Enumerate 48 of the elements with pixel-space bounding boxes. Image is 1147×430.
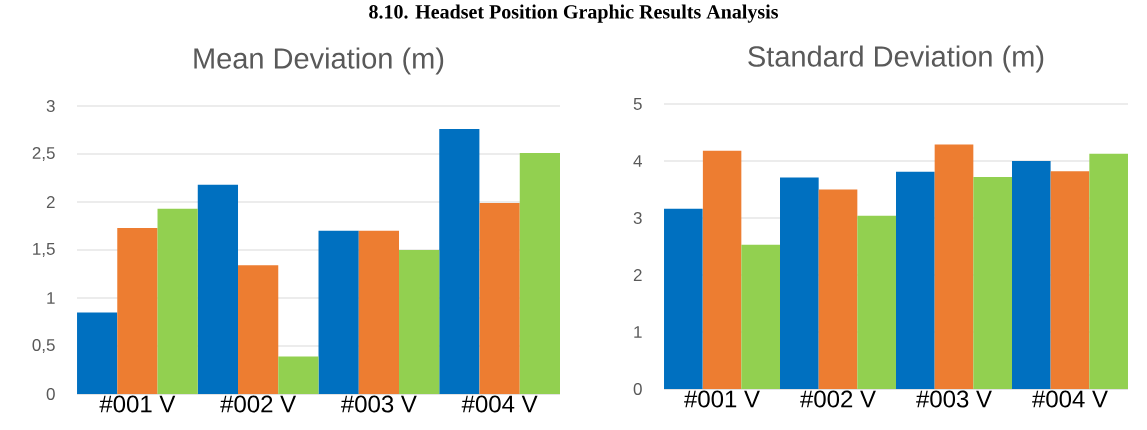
bar: [278, 356, 319, 394]
bar: [157, 208, 198, 394]
bar: [702, 150, 742, 389]
bar: [934, 144, 974, 389]
bar: [857, 215, 896, 389]
x-tick-label: #003 V: [916, 390, 992, 408]
x-tick-label: #003 V: [340, 395, 417, 413]
bar: [318, 230, 359, 394]
y-tick-label: 0,5: [32, 338, 55, 354]
y-tick-label: 2: [46, 196, 55, 208]
x-tick-label: #002 V: [800, 390, 876, 408]
y-tick-label: 1: [47, 292, 55, 304]
y-tick-label: 3: [633, 211, 642, 225]
y-tick-label: 1,5: [33, 243, 55, 257]
bar: [238, 265, 279, 394]
x-tick-label: #004 V: [1032, 390, 1108, 408]
bar: [1089, 153, 1128, 389]
bar: [358, 230, 400, 394]
bar: [741, 244, 780, 389]
bar: [439, 129, 480, 394]
y-tick-label: 4: [633, 155, 642, 167]
bar: [818, 189, 858, 389]
bar: [197, 184, 239, 394]
y-tick-label: 3: [46, 99, 55, 113]
y-tick-label: 5: [633, 98, 642, 110]
x-tick-label: #001 V: [99, 395, 176, 413]
bar: [896, 171, 935, 389]
bar: [519, 153, 561, 394]
bar: [479, 202, 520, 394]
y-tick-label: 0: [633, 382, 642, 396]
chart-title: Standard Deviation (m): [748, 45, 1044, 73]
text: 8.10. Headset Position Graphic Results Analysis: [369, 4, 779, 23]
bar: [1050, 171, 1090, 389]
y-tick-label: 2: [633, 269, 642, 281]
bar: [973, 176, 1012, 389]
x-tick-label: #004 V: [461, 395, 538, 413]
y-tick-label: 2,5: [32, 146, 55, 162]
bar: [780, 177, 819, 389]
y-tick-label: 0: [46, 387, 55, 401]
bar: [399, 249, 440, 394]
x-tick-label: #002 V: [220, 395, 297, 413]
x-tick-label: #001 V: [684, 390, 760, 408]
bar: [77, 312, 118, 394]
y-tick-label: 1: [634, 326, 642, 338]
bar: [664, 208, 703, 389]
bar: [1012, 160, 1051, 389]
bar: [117, 227, 158, 394]
chart-title: Mean Deviation (m): [194, 47, 444, 75]
